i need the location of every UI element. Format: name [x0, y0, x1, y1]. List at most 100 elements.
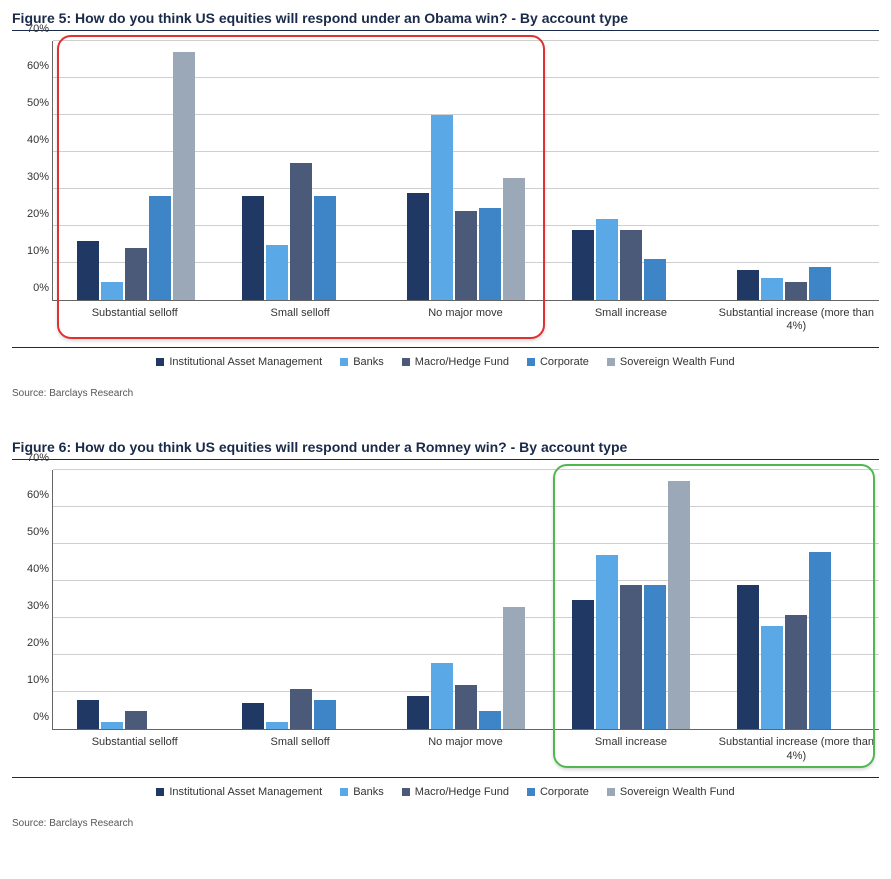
- y-tick-label: 60%: [15, 489, 49, 501]
- bar-mhf: [620, 230, 642, 300]
- bar-iam: [407, 193, 429, 300]
- y-tick-label: 0%: [15, 711, 49, 723]
- legend-swatch: [340, 358, 348, 366]
- legend-label: Banks: [353, 356, 384, 368]
- bar-iam: [407, 696, 429, 729]
- figure-title: Figure 5: How do you think US equities w…: [12, 10, 879, 31]
- y-tick-label: 40%: [15, 134, 49, 146]
- y-tick-label: 40%: [15, 563, 49, 575]
- legend: Institutional Asset Management Banks Macro…: [12, 777, 879, 798]
- y-tick-label: 50%: [15, 526, 49, 538]
- legend-label: Corporate: [540, 786, 589, 798]
- bar-mhf: [620, 585, 642, 729]
- y-tick-label: 70%: [15, 452, 49, 464]
- bar-corp: [479, 208, 501, 301]
- bar-swf: [503, 178, 525, 300]
- bar-groups: [53, 41, 879, 300]
- bar-mhf: [125, 248, 147, 300]
- legend-item: Sovereign Wealth Fund: [607, 356, 735, 368]
- y-tick-label: 20%: [15, 637, 49, 649]
- legend-item: Sovereign Wealth Fund: [607, 786, 735, 798]
- y-tick-label: 10%: [15, 245, 49, 257]
- bar-corp: [644, 259, 666, 300]
- chart-plot: 0%10%20%30%40%50%60%70%: [52, 470, 879, 730]
- legend-label: Institutional Asset Management: [169, 786, 322, 798]
- legend-label: Macro/Hedge Fund: [415, 786, 509, 798]
- bar-corp: [149, 196, 171, 300]
- x-label: No major move: [383, 736, 548, 762]
- bar-mhf: [785, 615, 807, 730]
- bar-group: [53, 470, 218, 729]
- bar-bank: [101, 282, 123, 301]
- y-tick-label: 30%: [15, 171, 49, 183]
- legend-item: Corporate: [527, 356, 589, 368]
- legend: Institutional Asset Management Banks Macro…: [12, 347, 879, 368]
- bar-iam: [242, 703, 264, 729]
- x-label: No major move: [383, 307, 548, 333]
- bar-iam: [737, 270, 759, 300]
- legend-swatch: [340, 788, 348, 796]
- bar-group: [218, 470, 383, 729]
- x-labels: Substantial selloffSmall selloffNo major…: [52, 736, 879, 762]
- x-label: Substantial selloff: [52, 307, 217, 333]
- legend-label: Institutional Asset Management: [169, 356, 322, 368]
- x-labels: Substantial selloffSmall selloffNo major…: [52, 307, 879, 333]
- bar-group: [714, 470, 879, 729]
- bar-bank: [431, 115, 453, 300]
- bar-bank: [761, 278, 783, 300]
- legend-swatch: [402, 358, 410, 366]
- bar-corp: [314, 196, 336, 300]
- x-label: Small selloff: [217, 307, 382, 333]
- bar-groups: [53, 470, 879, 729]
- legend-swatch: [527, 788, 535, 796]
- bar-iam: [572, 230, 594, 300]
- x-label: Substantial selloff: [52, 736, 217, 762]
- bar-iam: [572, 600, 594, 730]
- bar-swf: [668, 481, 690, 729]
- bar-mhf: [455, 211, 477, 300]
- bar-bank: [266, 722, 288, 729]
- legend-label: Sovereign Wealth Fund: [620, 356, 735, 368]
- y-tick-label: 60%: [15, 60, 49, 72]
- bar-group: [549, 470, 714, 729]
- bar-iam: [242, 196, 264, 300]
- bar-iam: [737, 585, 759, 729]
- bar-mhf: [125, 711, 147, 730]
- bar-swf: [173, 52, 195, 300]
- legend-item: Macro/Hedge Fund: [402, 356, 509, 368]
- legend-item: Banks: [340, 786, 384, 798]
- bar-bank: [266, 245, 288, 301]
- chart-wrap: 0%10%20%30%40%50%60%70% Substantial sello…: [52, 41, 879, 333]
- legend-swatch: [607, 788, 615, 796]
- legend-swatch: [607, 358, 615, 366]
- legend-item: Institutional Asset Management: [156, 356, 322, 368]
- bar-group: [383, 470, 548, 729]
- chart-plot: 0%10%20%30%40%50%60%70%: [52, 41, 879, 301]
- bar-bank: [431, 663, 453, 730]
- figure-fig6: Figure 6: How do you think US equities w…: [12, 439, 879, 828]
- bar-corp: [314, 700, 336, 730]
- source-text: Source: Barclays Research: [12, 818, 879, 829]
- bar-swf: [503, 607, 525, 729]
- bar-group: [714, 41, 879, 300]
- legend-swatch: [402, 788, 410, 796]
- x-label: Small selloff: [217, 736, 382, 762]
- bar-bank: [596, 555, 618, 729]
- legend-item: Institutional Asset Management: [156, 786, 322, 798]
- legend-item: Banks: [340, 356, 384, 368]
- bar-mhf: [785, 282, 807, 301]
- y-tick-label: 20%: [15, 208, 49, 220]
- y-tick-label: 50%: [15, 97, 49, 109]
- bar-group: [218, 41, 383, 300]
- bar-iam: [77, 700, 99, 730]
- bar-bank: [101, 722, 123, 729]
- legend-item: Macro/Hedge Fund: [402, 786, 509, 798]
- x-label: Substantial increase (more than 4%): [714, 307, 879, 333]
- legend-label: Macro/Hedge Fund: [415, 356, 509, 368]
- bar-bank: [596, 219, 618, 300]
- bar-mhf: [290, 163, 312, 300]
- bar-corp: [809, 552, 831, 730]
- x-label: Substantial increase (more than 4%): [714, 736, 879, 762]
- figure-title: Figure 6: How do you think US equities w…: [12, 439, 879, 460]
- legend-swatch: [156, 788, 164, 796]
